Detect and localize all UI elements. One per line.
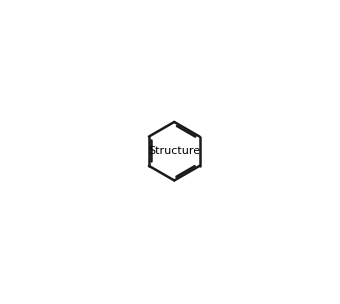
Text: Structure: Structure — [148, 146, 200, 156]
